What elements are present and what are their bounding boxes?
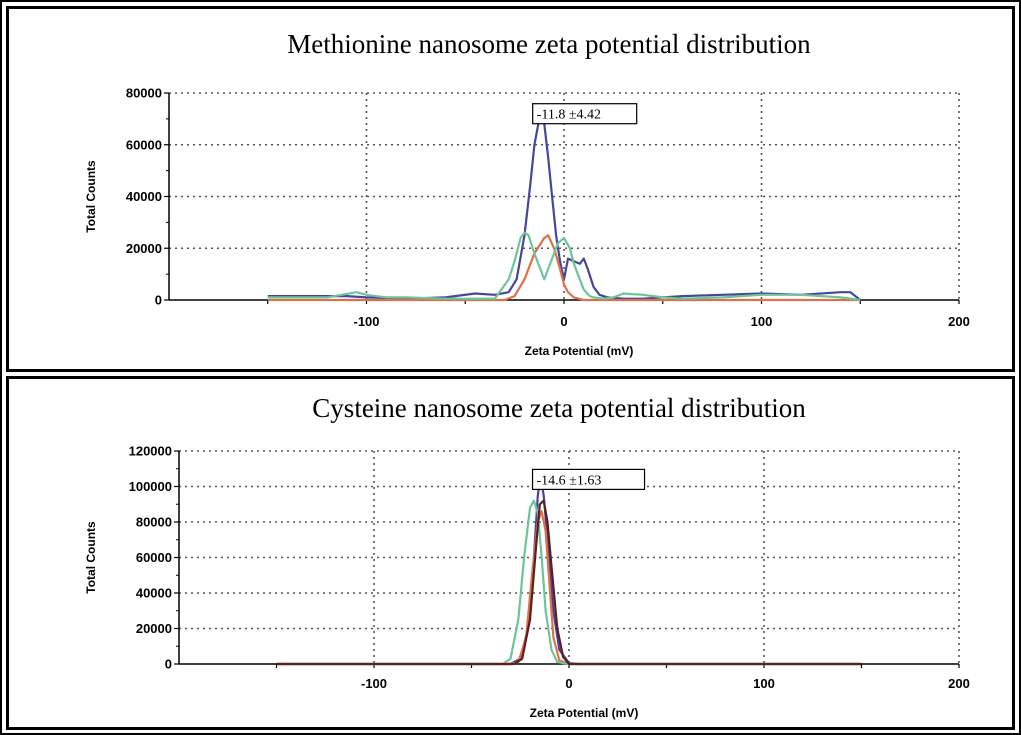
annotation-label: -14.6 ±1.63 bbox=[537, 473, 602, 488]
y-tick-label: 40000 bbox=[126, 189, 162, 204]
y-tick-label: 60000 bbox=[136, 550, 172, 565]
y-tick-label: 0 bbox=[165, 657, 172, 672]
y-axis-label: Total Counts bbox=[84, 160, 98, 233]
x-tick-label: 100 bbox=[751, 314, 773, 329]
methionine-chart-panel: Methionine nanosome zeta potential distr… bbox=[6, 6, 1015, 372]
methionine-chart: Methionine nanosome zeta potential distr… bbox=[84, 29, 970, 358]
series-line-4 bbox=[276, 499, 862, 666]
x-tick-label: 200 bbox=[948, 314, 970, 329]
y-tick-label: 40000 bbox=[136, 586, 172, 601]
series-line-2 bbox=[276, 510, 862, 666]
annotation-box bbox=[531, 468, 646, 491]
y-tick-label: 80000 bbox=[136, 515, 172, 530]
y-tick-label: 0 bbox=[155, 293, 162, 308]
series-line-3 bbox=[267, 231, 861, 302]
series-line-3 bbox=[276, 499, 862, 666]
y-tick-label: 20000 bbox=[126, 241, 162, 256]
x-tick-label: 100 bbox=[753, 676, 775, 691]
x-tick-label: -100 bbox=[361, 676, 387, 691]
annotation-label: -11.8 ±4.42 bbox=[537, 108, 601, 123]
series-line-2 bbox=[267, 234, 861, 302]
cysteine-chart-panel: Cysteine nanosome zeta potential distrib… bbox=[6, 376, 1015, 730]
x-tick-label: -100 bbox=[353, 314, 379, 329]
y-tick-label: 80000 bbox=[126, 86, 162, 101]
x-axis-label: Zeta Potential (mV) bbox=[530, 706, 639, 720]
annotation-box bbox=[532, 103, 638, 125]
x-tick-label: 0 bbox=[560, 314, 567, 329]
x-tick-label: 0 bbox=[565, 676, 572, 691]
chart-title: Methionine nanosome zeta potential distr… bbox=[287, 29, 811, 59]
chart-title: Cysteine nanosome zeta potential distrib… bbox=[312, 393, 806, 423]
y-tick-label: 20000 bbox=[136, 621, 172, 636]
y-tick-label: 60000 bbox=[126, 137, 162, 152]
y-axis-label: Total Counts bbox=[84, 521, 98, 594]
y-tick-label: 100000 bbox=[129, 479, 172, 494]
x-tick-label: 200 bbox=[948, 676, 970, 691]
y-tick-label: 120000 bbox=[129, 444, 172, 459]
x-axis-label: Zeta Potential (mV) bbox=[525, 344, 634, 358]
cysteine-chart: Cysteine nanosome zeta potential distrib… bbox=[84, 393, 970, 720]
